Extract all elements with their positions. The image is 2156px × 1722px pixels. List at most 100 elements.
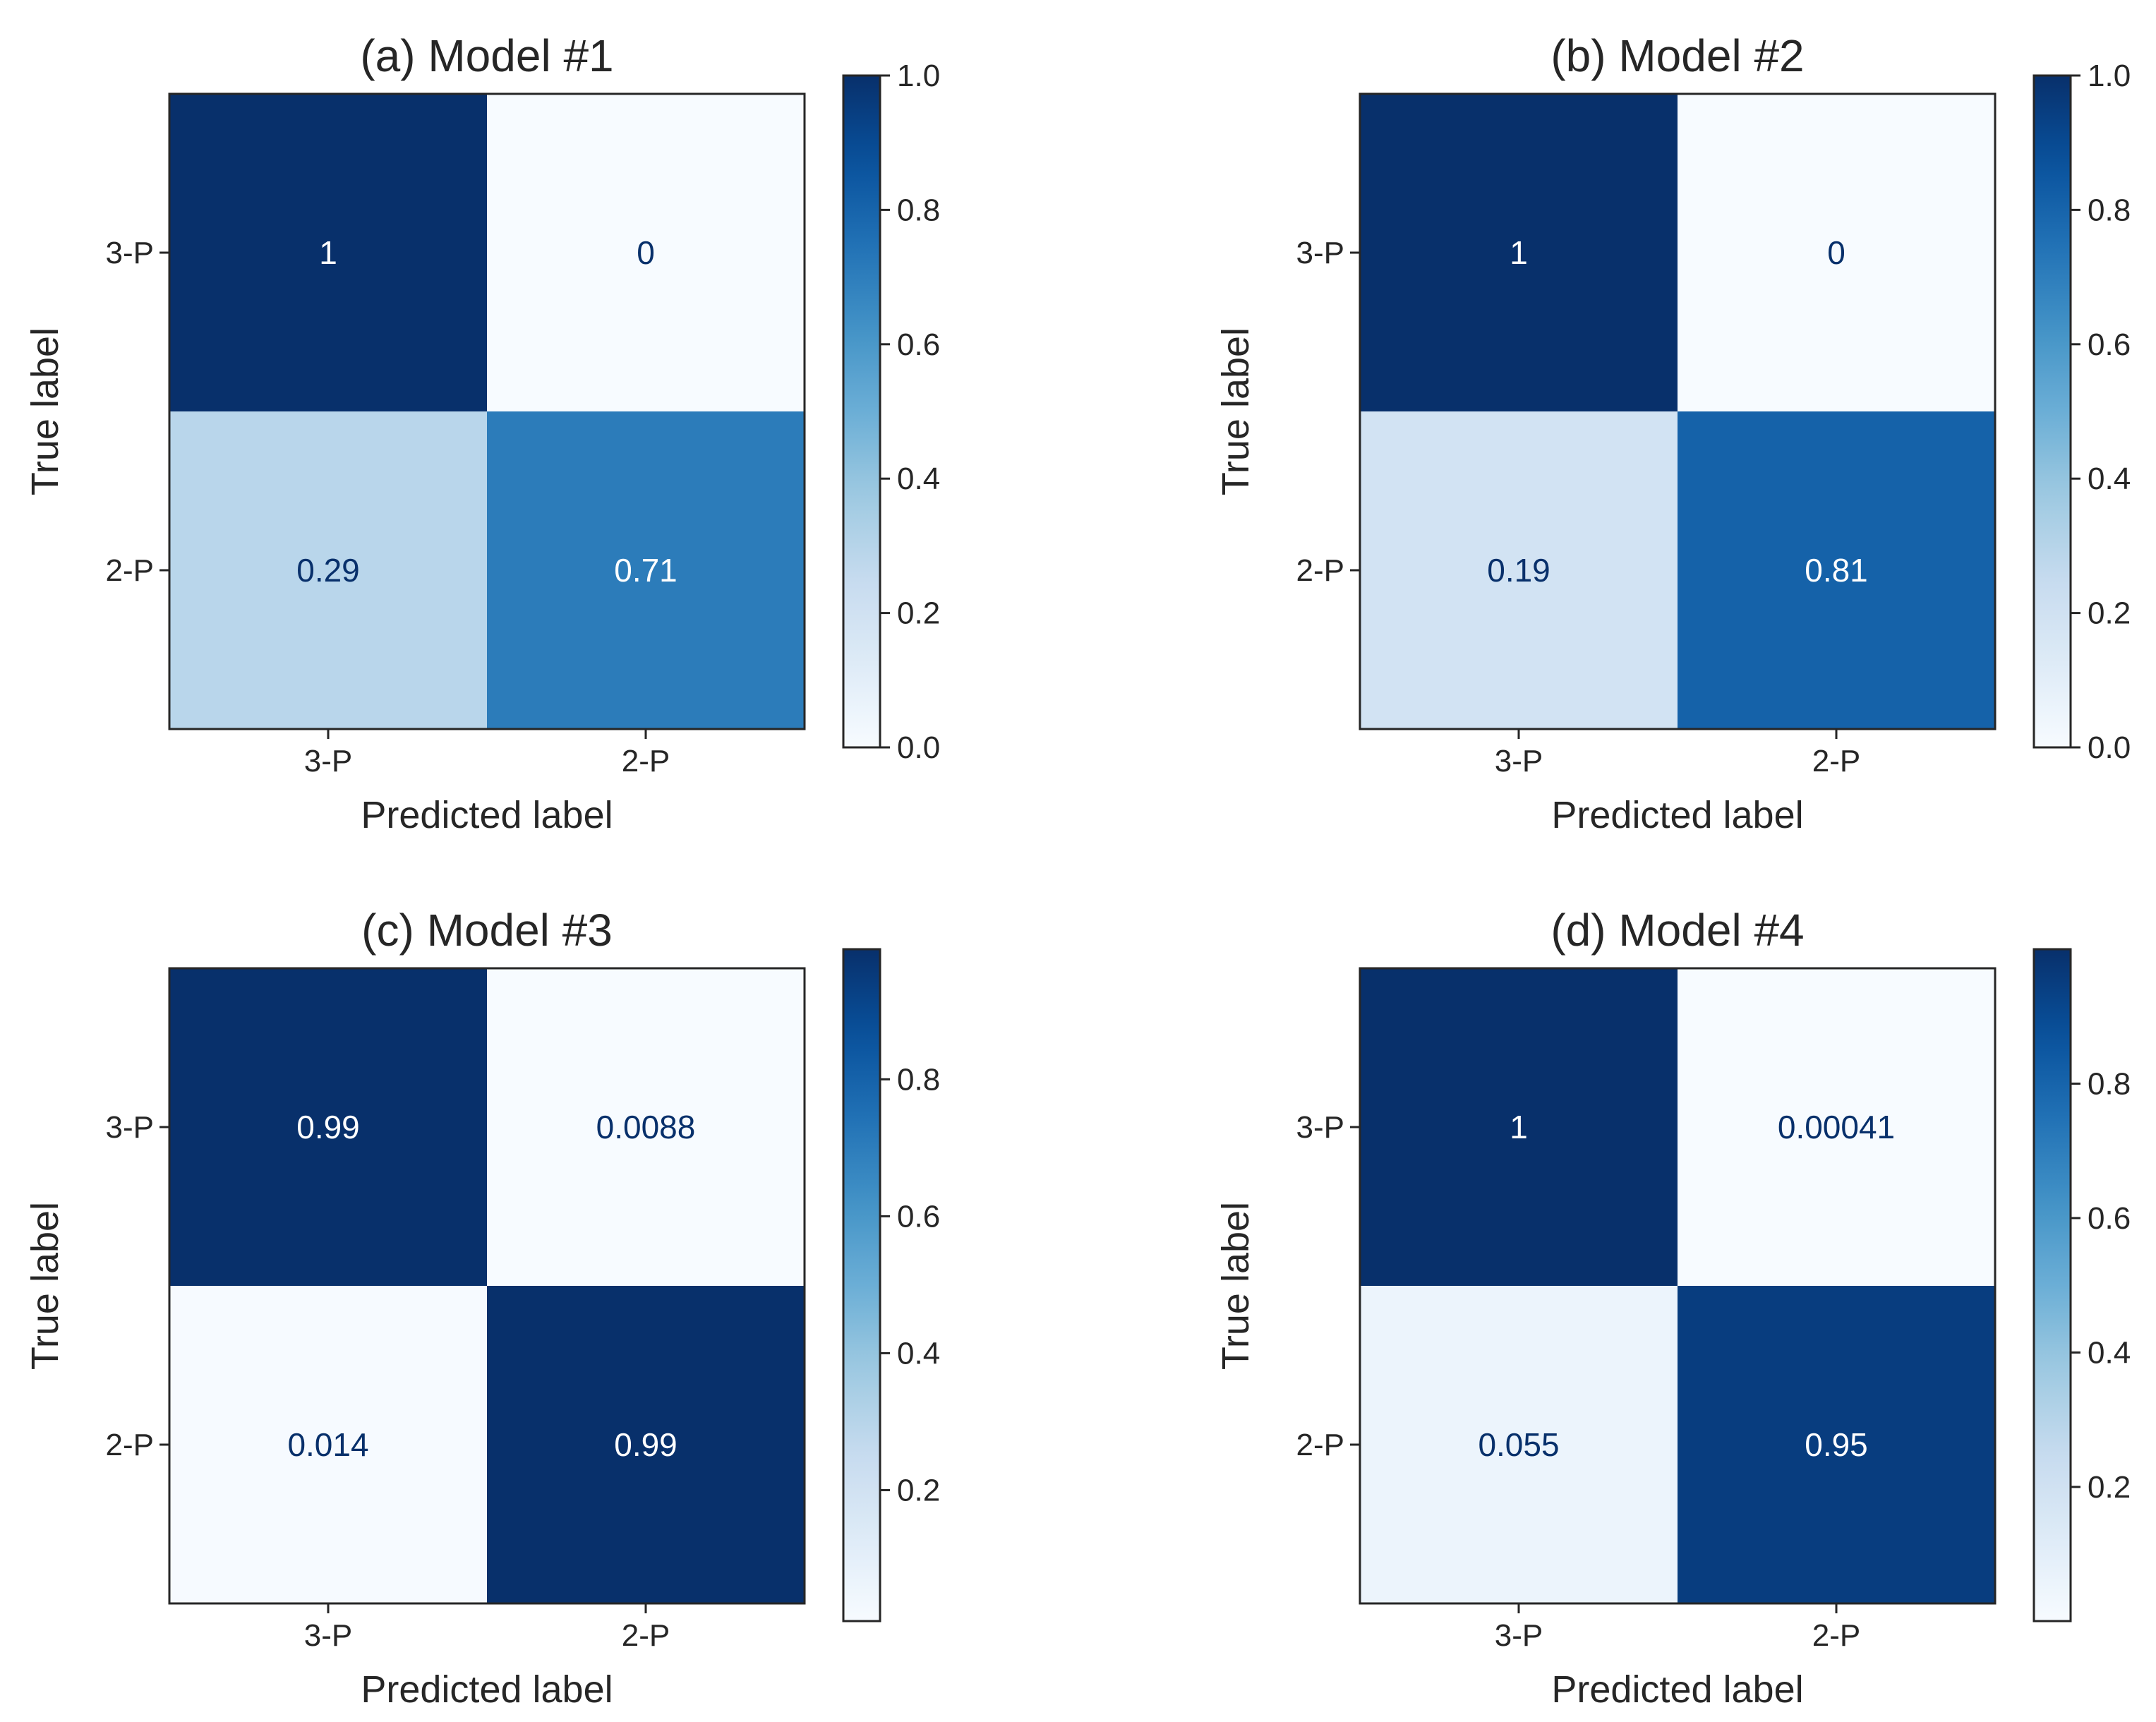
cell-value-label: 1 — [1510, 1109, 1528, 1145]
colorbar-frame — [842, 74, 881, 749]
confusion-matrix-panel-3: (c) Model #3 0.99 0.0088 0.014 0.99 3-P 2-P 3-P… — [24, 905, 940, 1711]
colorbar-tick-label: 0.4 — [2088, 462, 2131, 496]
colorbar-fill — [843, 76, 880, 747]
colorbar-fill — [2034, 76, 2071, 747]
y-tick-label: 2-P — [106, 553, 154, 588]
x-axis-label: Predicted label — [1551, 1668, 1803, 1711]
panel-title: (b) Model #2 — [1550, 30, 1804, 81]
heatmap-frame — [1359, 92, 1997, 730]
colorbar: 0.2 0.4 0.6 0.8 — [2032, 948, 2131, 1622]
y-tick-label: 3-P — [106, 1110, 154, 1145]
matrix-cell — [1678, 411, 1995, 729]
colorbar-tick-label: 0.6 — [2088, 1201, 2131, 1236]
matrix-cell — [487, 94, 805, 411]
cell-value-label: 0.00041 — [1778, 1109, 1895, 1145]
colorbar-tick-label: 0.0 — [2088, 730, 2131, 765]
colorbar-tick-label: 0.6 — [2088, 327, 2131, 362]
heatmap-frame — [1359, 967, 1997, 1605]
x-tick-label: 2-P — [622, 1618, 670, 1653]
matrix-cell — [169, 1286, 487, 1603]
panel-title: (a) Model #1 — [360, 30, 613, 81]
panel-title: (c) Model #3 — [361, 905, 613, 956]
x-tick-label: 3-P — [304, 1618, 352, 1653]
matrix-cell — [1360, 411, 1678, 729]
y-tick-label: 3-P — [1296, 1110, 1344, 1145]
heatmap-frame — [168, 967, 806, 1605]
x-axis-label: Predicted label — [361, 1668, 613, 1711]
cell-value-label: 0.95 — [1805, 1426, 1868, 1463]
matrix-cell — [487, 411, 805, 729]
confusion-matrix-panel-1: (a) Model #1 1 0 0.29 0.71 3-P 2-P 3-P 2-P Predic… — [24, 30, 940, 836]
y-axis-label: True label — [1215, 327, 1257, 495]
colorbar-tick-label: 0.4 — [2088, 1335, 2131, 1370]
cell-value-label: 0.29 — [296, 552, 360, 589]
cell-value-label: 0.014 — [287, 1426, 368, 1463]
colorbar-frame — [2032, 74, 2072, 749]
colorbar-frame — [842, 948, 881, 1622]
matrix-cell — [1678, 968, 1995, 1286]
matrix-cell — [1360, 94, 1678, 411]
confusion-matrix-panel-4: (d) Model #4 1 0.00041 0.055 0.95 3-P 2-P 3-P 2-… — [1215, 905, 2131, 1711]
colorbar-tick-label: 0.2 — [2088, 596, 2131, 631]
colorbar-tick-label: 0.6 — [897, 327, 940, 362]
colorbar-tick-label: 0.8 — [897, 1062, 940, 1097]
y-axis-label: True label — [24, 327, 66, 495]
heatmap-frame — [168, 92, 806, 730]
colorbar-tick-label: 0.6 — [897, 1199, 940, 1234]
confusion-matrix-panel-2: (b) Model #2 1 0 0.19 0.81 3-P 2-P 3-P 2-P Predic… — [1215, 30, 2131, 836]
matrix-cell — [169, 94, 487, 411]
colorbar-tick-label: 1.0 — [2088, 59, 2131, 93]
colorbar-tick-label: 0.2 — [897, 596, 940, 631]
x-tick-label: 2-P — [1812, 1618, 1860, 1653]
y-tick-label: 2-P — [106, 1428, 154, 1462]
colorbar-tick-label: 0.0 — [897, 730, 940, 765]
cell-value-label: 0.055 — [1478, 1426, 1559, 1463]
colorbar-tick-label: 0.4 — [897, 462, 940, 496]
x-tick-label: 3-P — [1495, 1618, 1543, 1653]
y-tick-label: 3-P — [106, 236, 154, 270]
matrix-cell — [1360, 968, 1678, 1286]
cell-value-label: 1 — [1510, 234, 1528, 271]
colorbar: 0.0 0.2 0.4 0.6 0.8 1.0 — [842, 59, 940, 765]
cell-value-label: 0.71 — [614, 552, 677, 589]
x-axis-label: Predicted label — [1551, 794, 1803, 836]
x-tick-label: 3-P — [1495, 744, 1543, 778]
colorbar-tick-label: 0.8 — [2088, 1066, 2131, 1101]
colorbar: 0.2 0.4 0.6 0.8 — [842, 948, 940, 1622]
x-tick-label: 2-P — [1812, 744, 1860, 778]
y-axis-label: True label — [1215, 1202, 1257, 1370]
colorbar-tick-label: 0.4 — [897, 1336, 940, 1371]
matrix-cell — [1678, 94, 1995, 411]
cell-value-label: 0.19 — [1487, 552, 1550, 589]
cell-value-label: 0.0088 — [596, 1109, 696, 1145]
x-tick-label: 3-P — [304, 744, 352, 778]
cell-value-label: 0.81 — [1805, 552, 1868, 589]
matrix-cell — [487, 968, 805, 1286]
matrix-cell — [169, 411, 487, 729]
panel-title: (d) Model #4 — [1550, 905, 1804, 956]
matrix-cell — [169, 968, 487, 1286]
colorbar-tick-label: 0.2 — [2088, 1470, 2131, 1505]
colorbar-fill — [843, 949, 880, 1621]
colorbar-tick-label: 0.8 — [897, 193, 940, 227]
colorbar-tick-label: 0.2 — [897, 1473, 940, 1507]
colorbar: 0.0 0.2 0.4 0.6 0.8 1.0 — [2032, 59, 2131, 765]
cell-value-label: 0 — [1827, 234, 1845, 271]
x-axis-label: Predicted label — [361, 794, 613, 836]
matrix-cell — [1678, 1286, 1995, 1603]
cell-value-label: 0.99 — [296, 1109, 360, 1145]
x-tick-label: 2-P — [622, 744, 670, 778]
y-tick-label: 3-P — [1296, 236, 1344, 270]
matrix-cell — [487, 1286, 805, 1603]
cell-value-label: 0 — [637, 234, 655, 271]
colorbar-frame — [2032, 948, 2072, 1622]
matrix-cell — [1360, 1286, 1678, 1603]
colorbar-fill — [2034, 949, 2071, 1621]
cell-value-label: 1 — [319, 234, 337, 271]
colorbar-tick-label: 0.8 — [2088, 193, 2131, 227]
cell-value-label: 0.99 — [614, 1426, 677, 1463]
y-axis-label: True label — [24, 1202, 66, 1370]
colorbar-tick-label: 1.0 — [897, 59, 940, 93]
y-tick-label: 2-P — [1296, 553, 1344, 588]
